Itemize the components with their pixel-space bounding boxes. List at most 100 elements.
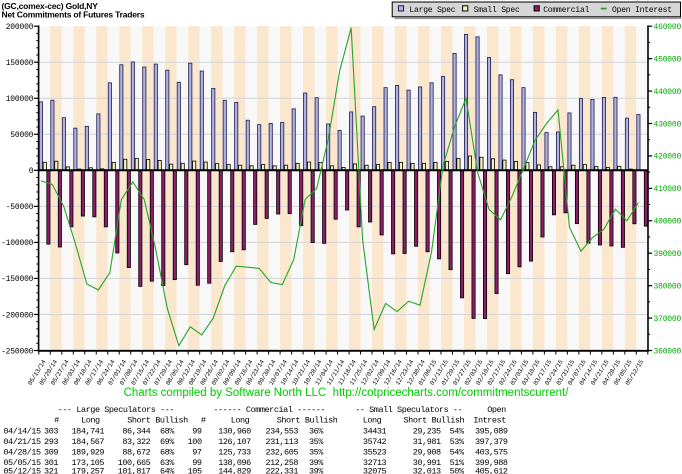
svg-text:212,258: 212,258: [265, 458, 298, 468]
svg-text:420000: 420000: [654, 153, 682, 162]
svg-text:399,988: 399,988: [475, 458, 508, 468]
svg-text:-- Small Speculators --: -- Small Speculators --: [355, 405, 462, 415]
svg-text:Short: Short: [127, 416, 151, 426]
svg-text:Small Spec: Small Spec: [474, 6, 520, 15]
svg-text:Large Spec: Large Spec: [409, 6, 455, 15]
svg-text:35523: 35523: [363, 448, 387, 458]
svg-text:130,960: 130,960: [218, 427, 251, 437]
svg-text:460000: 460000: [654, 23, 682, 32]
svg-text:05/12/15: 05/12/15: [3, 467, 41, 474]
svg-text:86,344: 86,344: [122, 427, 150, 437]
svg-text:-200000: -200000: [1, 311, 34, 320]
svg-text:31,981: 31,981: [413, 437, 441, 447]
svg-text:32,013: 32,013: [413, 467, 441, 474]
svg-text:#: #: [201, 416, 206, 426]
svg-text:36%: 36%: [309, 427, 324, 437]
svg-text:Long: Long: [231, 416, 250, 426]
svg-text:403,575: 403,575: [475, 448, 508, 458]
svg-text:200000: 200000: [6, 23, 34, 32]
svg-text:39%: 39%: [309, 467, 324, 474]
svg-text:50000: 50000: [10, 131, 33, 140]
svg-text:100: 100: [188, 437, 202, 447]
svg-text:440000: 440000: [654, 88, 682, 97]
svg-text:Intrest: Intrest: [473, 416, 506, 426]
svg-text:400000: 400000: [654, 218, 682, 227]
svg-text:88,672: 88,672: [122, 448, 150, 458]
svg-text:173,105: 173,105: [72, 458, 105, 468]
svg-text:64%: 64%: [160, 467, 175, 474]
svg-text:222,331: 222,331: [265, 467, 298, 474]
svg-text:101,817: 101,817: [118, 467, 151, 474]
svg-text:126,107: 126,107: [218, 437, 251, 447]
svg-text:395,089: 395,089: [475, 427, 508, 437]
svg-text:29,908: 29,908: [413, 448, 441, 458]
svg-text:301: 301: [44, 458, 58, 468]
svg-text:293: 293: [44, 437, 58, 447]
svg-text:321: 321: [44, 467, 58, 474]
svg-text:35742: 35742: [363, 437, 387, 447]
svg-text:68%: 68%: [160, 427, 175, 437]
svg-text:(GC,comex-cec) Gold,NY: (GC,comex-cec) Gold,NY: [2, 1, 99, 11]
svg-text:405,612: 405,612: [475, 467, 508, 474]
svg-text:54%: 54%: [450, 427, 465, 437]
svg-text:32713: 32713: [363, 458, 387, 468]
svg-text:234,553: 234,553: [265, 427, 298, 437]
svg-text:32075: 32075: [363, 467, 387, 474]
svg-text:303: 303: [44, 427, 58, 437]
svg-text:232,605: 232,605: [265, 448, 298, 458]
svg-text:Charts compiled by Software No: Charts compiled by Software North LLC ht…: [124, 387, 570, 399]
svg-text:150000: 150000: [6, 59, 34, 68]
svg-text:-150000: -150000: [1, 275, 34, 284]
svg-text:04/21/15: 04/21/15: [3, 437, 41, 447]
svg-text:144,829: 144,829: [218, 467, 251, 474]
svg-text:-100000: -100000: [1, 239, 34, 248]
svg-text:69%: 69%: [160, 437, 175, 447]
svg-text:83,322: 83,322: [122, 437, 150, 447]
svg-text:Net Commitments of Futures Tra: Net Commitments of Futures Traders: [2, 9, 145, 19]
svg-text:189,929: 189,929: [72, 448, 105, 458]
svg-text:184,741: 184,741: [72, 427, 105, 437]
svg-text:Open: Open: [487, 405, 506, 415]
svg-text:Short: Short: [404, 416, 428, 426]
svg-text:360000: 360000: [654, 347, 682, 356]
svg-text:99: 99: [192, 427, 202, 437]
svg-text:53%: 53%: [450, 437, 465, 447]
svg-text:410000: 410000: [654, 185, 682, 194]
svg-text:99: 99: [192, 458, 202, 468]
svg-text:Short: Short: [277, 416, 301, 426]
svg-text:184,567: 184,567: [72, 437, 105, 447]
svg-text:04/14/15: 04/14/15: [3, 427, 41, 437]
svg-text:Long: Long: [81, 416, 100, 426]
svg-text:-250000: -250000: [1, 347, 34, 356]
svg-text:29,235: 29,235: [413, 427, 441, 437]
svg-text:430000: 430000: [654, 120, 682, 129]
svg-text:Bullish: Bullish: [432, 416, 465, 426]
svg-text:125,733: 125,733: [218, 448, 251, 458]
svg-text:-50000: -50000: [6, 203, 34, 212]
svg-text:04/28/15: 04/28/15: [3, 448, 41, 458]
svg-text:35%: 35%: [309, 448, 324, 458]
svg-text:380000: 380000: [654, 282, 682, 291]
svg-text:397,379: 397,379: [475, 437, 508, 447]
svg-text:Open Interest: Open Interest: [612, 6, 672, 15]
svg-text:50%: 50%: [450, 467, 465, 474]
svg-text:Long: Long: [363, 416, 382, 426]
svg-text:05/05/15: 05/05/15: [3, 458, 41, 468]
svg-text:68%: 68%: [160, 448, 175, 458]
svg-text:450000: 450000: [654, 55, 682, 64]
svg-text:Bullish: Bullish: [305, 416, 338, 426]
svg-text:390000: 390000: [654, 250, 682, 259]
svg-text:370000: 370000: [654, 315, 682, 324]
svg-text:309: 309: [44, 448, 58, 458]
svg-text:Commercial: Commercial: [543, 6, 589, 15]
svg-text:30,991: 30,991: [413, 458, 441, 468]
svg-text:63%: 63%: [160, 458, 175, 468]
svg-text:138,096: 138,096: [218, 458, 251, 468]
svg-text:#: #: [54, 416, 59, 426]
svg-text:34431: 34431: [363, 427, 387, 437]
svg-text:100,665: 100,665: [118, 458, 151, 468]
svg-text:35%: 35%: [309, 437, 324, 447]
svg-text:0: 0: [29, 167, 34, 176]
svg-text:54%: 54%: [450, 448, 465, 458]
svg-text:------ Commercial ------: ------ Commercial ------: [213, 405, 325, 415]
